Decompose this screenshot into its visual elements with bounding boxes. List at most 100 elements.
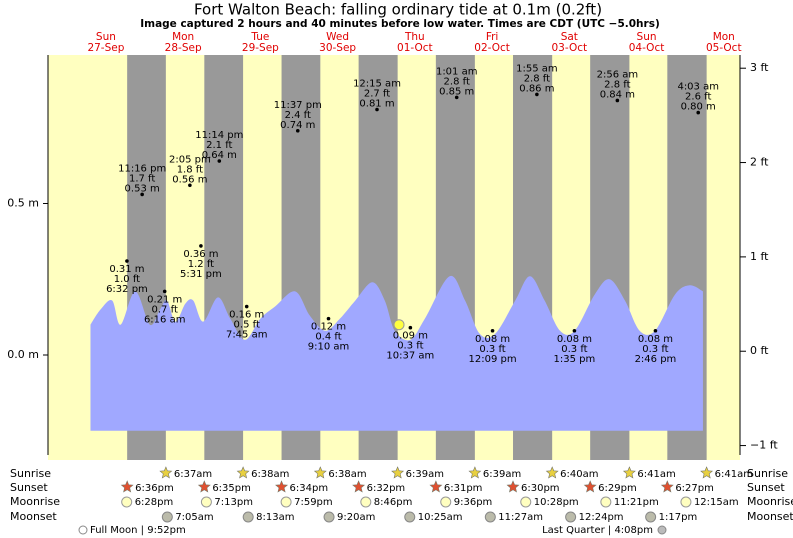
event-time: 6:29pm [598, 483, 637, 494]
event-time: 6:37am [174, 469, 212, 480]
moonrise-icon [440, 496, 452, 508]
extreme-label: 12:15 am [353, 79, 401, 90]
extreme-label: 2.8 ft [444, 76, 470, 87]
event-time: 6:31pm [444, 483, 483, 494]
y2-tick-label: 0 ft [750, 344, 769, 357]
moonset-icon [242, 511, 254, 523]
moonset-icon [161, 511, 173, 523]
sunset-icon [583, 480, 597, 493]
extreme-point [490, 328, 495, 333]
sunset-icon [506, 480, 520, 493]
moon-phase: Last Quarter | 4:08pm [542, 525, 653, 536]
extreme-point [696, 110, 701, 115]
extreme-point [375, 107, 379, 112]
event-time: 6:32pm [367, 483, 406, 494]
extreme-label: 0.86 m [519, 83, 554, 94]
extreme-label: 0.84 m [600, 89, 635, 100]
extreme-label: 0.53 m [125, 183, 160, 194]
row-label: Sunrise [747, 467, 788, 480]
y2-tick-label: −1 ft [750, 439, 778, 452]
extreme-label: 2.1 ft [206, 140, 232, 151]
extreme-point [244, 304, 249, 309]
extreme-label: 0.85 m [439, 86, 474, 97]
sunrise-icon [545, 466, 559, 479]
day-name: Mon [172, 31, 194, 43]
chart-subtitle: Image captured 2 hours and 40 minutes be… [140, 18, 660, 30]
event-time: 6:27pm [675, 483, 714, 494]
extreme-point [217, 159, 222, 163]
chart-title: Fort Walton Beach: falling ordinary tide… [194, 1, 602, 19]
extreme-label: 0.12 m [311, 322, 346, 333]
extreme-label: 0.3 ft [642, 344, 668, 355]
event-time: 12:24pm [579, 512, 624, 523]
extreme-label: 2.8 ft [524, 73, 550, 84]
day-name: Tue [250, 31, 269, 43]
moonset-icon [323, 511, 335, 523]
sunrise-icon [622, 466, 636, 479]
extreme-label: 0.81 m [359, 99, 394, 110]
day-name: Mon [713, 31, 735, 43]
extreme-label: 6:16 am [144, 314, 186, 325]
extreme-label: 1.8 ft [177, 164, 203, 175]
y2-tick-label: 2 ft [750, 156, 769, 169]
sunset-icon [120, 480, 134, 493]
moonset-icon [565, 511, 577, 523]
extreme-label: 11:16 pm [118, 163, 166, 174]
tide-area [90, 275, 703, 431]
day-name: Sat [561, 31, 578, 43]
extreme-label: 0.08 m [638, 334, 673, 345]
row-label: Moonset [747, 510, 793, 523]
extreme-label: 5:31 pm [180, 269, 222, 280]
last-quarter-icon [657, 525, 667, 535]
extreme-point [125, 259, 129, 263]
day-date: 04-Oct [629, 42, 665, 54]
extreme-label: 0.3 ft [479, 344, 505, 355]
event-time: 6:39am [406, 469, 444, 480]
extreme-point [140, 192, 144, 197]
extreme-label: 0.4 ft [315, 332, 341, 343]
event-time: 11:27am [498, 512, 543, 523]
sunrise-icon [468, 466, 482, 479]
extreme-point [615, 98, 620, 103]
sunset-icon [197, 480, 211, 493]
event-time: 11:21pm [614, 497, 659, 508]
extreme-label: 9:10 am [308, 342, 350, 353]
event-time: 6:34pm [290, 483, 329, 494]
extreme-point [295, 128, 300, 133]
event-time: 6:38am [251, 469, 289, 480]
extreme-label: 2.8 ft [604, 79, 630, 90]
moonrise-icon [360, 496, 372, 508]
row-label: Sunrise [10, 467, 51, 480]
extreme-label: 2:05 pm [169, 154, 211, 165]
extreme-point [162, 289, 167, 294]
sunset-icon [660, 480, 674, 493]
event-time: 6:38am [328, 469, 366, 480]
extreme-point [199, 244, 203, 248]
event-time: 6:28pm [135, 497, 174, 508]
moonrise-icon [280, 496, 292, 508]
event-time: 8:46pm [374, 497, 413, 508]
extreme-label: 1:35 pm [554, 354, 596, 365]
row-label: Moonset [10, 510, 57, 523]
event-time: 6:35pm [212, 483, 251, 494]
moonset-icon [645, 511, 657, 523]
extreme-label: 0.16 m [229, 310, 264, 321]
extreme-label: 0.36 m [183, 249, 218, 260]
day-name: Sun [637, 31, 657, 43]
day-date: 01-Oct [397, 42, 433, 54]
day-date: 28-Sep [165, 42, 202, 54]
sunset-icon [429, 480, 443, 493]
extreme-label: 7:45 am [226, 330, 268, 341]
extreme-label: 0.3 ft [561, 344, 587, 355]
moonrise-icon [520, 496, 532, 508]
sunset-icon [275, 480, 289, 493]
extreme-point [653, 328, 658, 333]
moonset-icon [404, 511, 416, 523]
sunrise-icon [313, 466, 327, 479]
day-name: Thu [404, 31, 425, 43]
extreme-point [572, 328, 577, 333]
event-time: 8:13am [256, 512, 294, 523]
current-tide [393, 319, 405, 331]
day-date: 02-Oct [474, 42, 510, 54]
